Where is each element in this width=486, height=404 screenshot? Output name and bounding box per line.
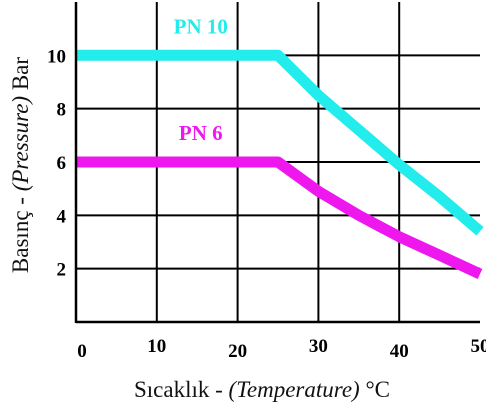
- series-label-pn-10: PN 10: [174, 14, 228, 38]
- y-tick-label-4: 4: [57, 206, 67, 227]
- y-axis-title-suffix: Bar: [8, 57, 33, 96]
- x-axis-title-prefix: Sıcaklık -: [134, 377, 229, 402]
- series-line-pn-10: [76, 49, 484, 236]
- x-tick-label-20: 20: [228, 341, 247, 362]
- x-tick-label-50: 50: [471, 336, 486, 357]
- x-tick-label-40: 40: [390, 341, 409, 362]
- y-tick-label-6: 6: [57, 153, 67, 174]
- series-lines: [76, 49, 484, 279]
- x-tick-label-10: 10: [147, 336, 166, 357]
- x-axis-title: Sıcaklık - (Temperature) °C: [134, 377, 390, 402]
- y-tick-label-8: 8: [57, 100, 67, 121]
- y-axis-title: Basınç - (Pressure) Bar: [8, 57, 33, 273]
- x-tick-label-30: 30: [309, 336, 328, 357]
- tick-labels: 0 10 20 30 40 50 2 4 6 8 10: [47, 46, 486, 362]
- series-label-pn-6: PN 6: [179, 121, 223, 145]
- x-axis-title-italic: (Temperature): [229, 377, 360, 402]
- y-tick-label-10: 10: [47, 46, 66, 67]
- y-axis-title-prefix: Basınç -: [8, 191, 33, 273]
- y-axis-title-italic: (Pressure): [8, 96, 33, 191]
- series-line-pn-6: [76, 156, 483, 279]
- plot-frame: [74, 2, 480, 324]
- x-axis-title-suffix: °C: [360, 377, 390, 402]
- series-labels: PN 10 PN 6: [174, 14, 228, 145]
- y-tick-label-2: 2: [57, 260, 67, 281]
- x-tick-label-0: 0: [77, 341, 87, 362]
